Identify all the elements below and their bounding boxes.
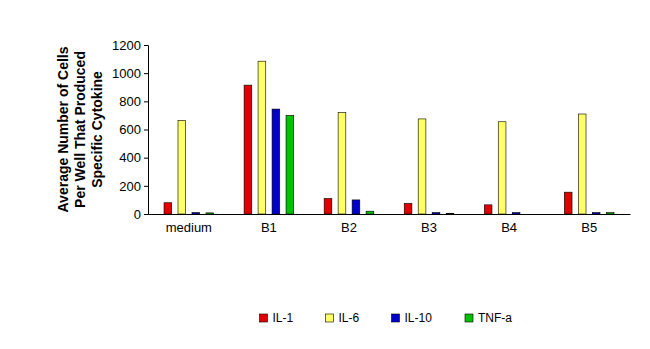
bar [272,109,280,214]
tick: 800 [119,94,148,109]
tick-mark [144,214,148,215]
bar [404,203,412,214]
tick-label: B3 [421,220,437,235]
tick-label: 1200 [112,38,141,53]
bar [366,211,374,214]
tick: B2 [341,214,357,235]
tick-mark [144,186,148,187]
bar-series [206,115,614,214]
tick: 1200 [112,38,148,53]
bar-series [178,61,586,214]
plot: 0 200 400 600 800 1000 1200 medium B1 B2 B3 B4 B5 [112,38,630,236]
y-axis-title: Average Number of CellsPer Well That Pro… [55,46,105,212]
legend-label: IL-1 [273,311,294,325]
tick: B5 [581,214,597,235]
bar [244,85,252,214]
x-axis-line [149,214,631,215]
tick: B1 [261,214,277,235]
tick: B4 [501,214,517,235]
bar-series [192,109,600,214]
legend-item: IL-10 [392,311,433,325]
legend-swatch [326,314,334,322]
bar [418,119,426,214]
tick-mark [144,130,148,131]
tick-label: 1000 [112,66,141,81]
tick-label: 400 [119,150,141,165]
legend-label: TNF-a [478,311,512,325]
tick-label: B4 [501,220,517,235]
tick: 400 [119,150,148,165]
tick: B3 [421,214,437,235]
bar [258,61,266,214]
bar [324,199,332,214]
bar [192,213,200,214]
tick-label: B1 [261,220,277,235]
bars [164,61,614,214]
legend-swatch [260,314,268,322]
bar [484,205,492,214]
tick: 0 [134,207,148,222]
bar [526,214,534,215]
tick-label: medium [166,220,212,235]
tick: 1000 [112,66,148,81]
legend-swatch [465,314,473,322]
tick-label: 800 [119,94,141,109]
bar [432,213,440,214]
tick-mark [144,101,148,102]
bar [498,122,506,214]
bar [446,213,454,214]
tick-label: 0 [134,207,141,222]
x-axis: medium B1 B2 B3 B4 B5 [149,214,631,235]
tick-mark [144,158,148,159]
tick-mark [144,73,148,74]
bar [352,200,360,214]
tick: medium [166,214,212,235]
tick: 600 [119,122,148,137]
bar [578,114,586,214]
legend-item: TNF-a [465,311,512,325]
bar [206,213,214,214]
chart: 0 200 400 600 800 1000 1200 medium B1 B2 B3 B4 B5 Ave… [0,0,650,349]
bar-series [164,85,572,214]
bar [606,213,614,214]
tick-label: 200 [119,178,141,193]
legend-label: IL-6 [339,311,360,325]
tick-label: B5 [581,220,597,235]
legend: IL-1 IL-6 IL-10 TNF-a [260,311,513,325]
tick-mark [144,45,148,46]
y-axis-line [144,46,149,215]
bar [338,113,346,214]
legend-item: IL-6 [326,311,360,325]
legend-item: IL-1 [260,311,294,325]
tick-label: 600 [119,122,141,137]
bar [512,213,520,214]
legend-label: IL-10 [405,311,433,325]
bar [178,120,186,214]
tick-label: B2 [341,220,357,235]
tick: 200 [119,178,148,193]
legend-swatch [392,314,400,322]
bar [564,192,572,214]
bar [286,115,294,214]
y-axis: 0 200 400 600 800 1000 1200 [112,38,148,222]
bar [164,203,172,214]
bar [592,213,600,214]
